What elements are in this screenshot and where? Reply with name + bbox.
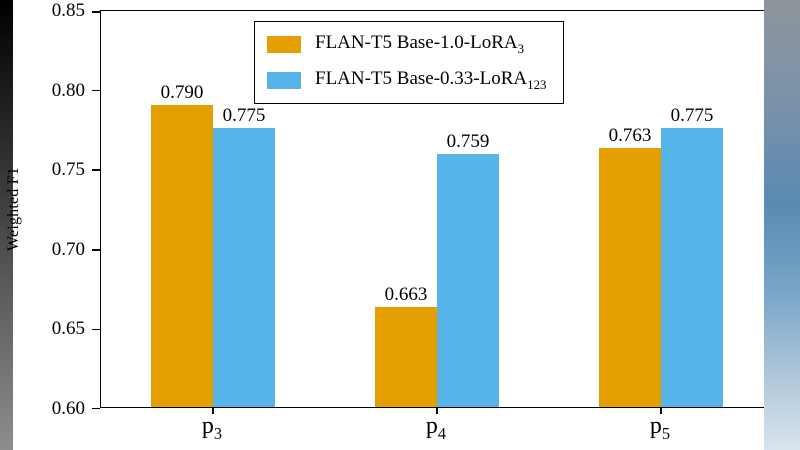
legend: FLAN-T5 Base-1.0-LoRA3 FLAN-T5 Base-0.33… [254,21,564,104]
legend-entry-orange: FLAN-T5 Base-1.0-LoRA3 [267,32,547,57]
bar-column: 0.663 [375,285,437,407]
legend-swatch-blue [267,71,301,89]
y-axis-title: Weighted F1 [5,166,22,252]
y-tick-label: 0.85 [51,0,85,21]
legend-label: FLAN-T5 Base-1.0-LoRA3 [315,32,525,56]
y-tick-label: 0.65 [51,318,85,340]
bar [213,128,275,407]
bar-value-label: 0.790 [160,81,204,103]
bar [375,306,437,407]
bar-value-label: 0.775 [222,105,266,127]
bar-column: 0.759 [437,132,499,407]
bar-value-label: 0.663 [384,283,428,305]
y-tick-label: 0.80 [51,79,85,101]
y-tick-label: 0.70 [51,238,85,260]
bar-column: 0.775 [661,106,723,407]
y-tick-mark [91,11,100,13]
bar-value-label: 0.759 [446,130,490,152]
y-tick-label: 0.60 [51,398,85,419]
x-tick-mark [660,407,662,414]
x-category-label: p5 [649,413,671,443]
bar [151,104,213,407]
bar [661,128,723,407]
bar-value-label: 0.775 [670,105,714,127]
bar-group: 0.790 0.775 [151,81,275,407]
bar-column: 0.763 [599,124,661,407]
x-category-label: p3 [201,413,223,443]
bar-group: 0.663 0.759 [375,132,499,407]
bar [599,147,661,407]
plot-area: 0.60 0.65 0.70 0.75 0.80 0.85 0.790 0.775 0.663… [52,0,772,419]
bar-value-label: 0.763 [608,124,652,146]
x-tick-mark [436,407,438,414]
right-gradient-border [764,0,800,450]
y-tick-mark [91,169,100,171]
bar-column: 0.775 [213,106,275,407]
y-tick-label: 0.75 [51,159,85,181]
left-gradient-border [0,0,13,450]
y-tick-mark [91,328,100,331]
y-tick-mark [91,407,100,409]
x-category-label: p4 [425,413,447,443]
x-tick-mark [212,407,214,414]
legend-entry-blue: FLAN-T5 Base-0.33-LoRA123 [267,68,547,93]
legend-label: FLAN-T5 Base-0.33-LoRA123 [315,67,547,92]
bar-group: 0.763 0.775 [599,106,723,407]
bar [437,153,499,407]
legend-swatch-orange [267,35,301,53]
bar-column: 0.790 [151,81,213,407]
y-tick-mark [91,89,100,92]
y-tick-mark [91,249,100,251]
